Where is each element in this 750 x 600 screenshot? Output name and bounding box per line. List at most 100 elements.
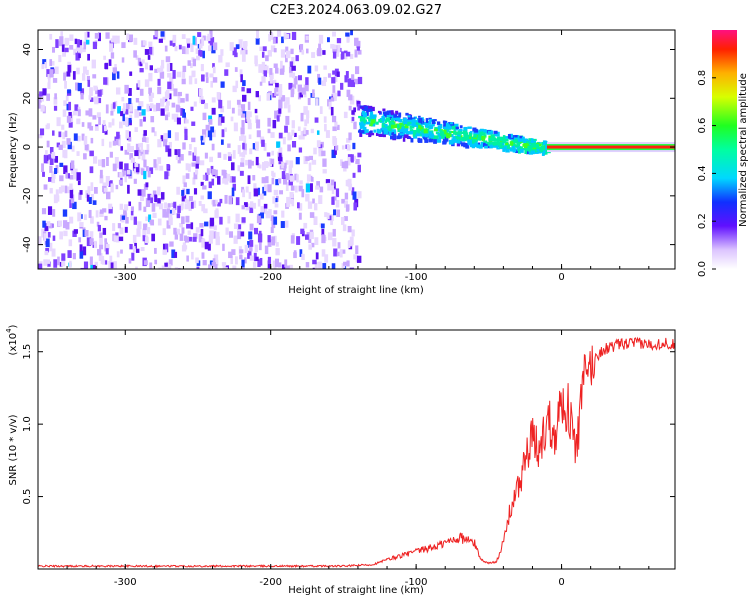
spectrogram-cell xyxy=(195,163,199,169)
spectrogram-cell xyxy=(264,161,269,168)
spectrogram-cell xyxy=(305,234,309,240)
spectrogram-cell xyxy=(270,227,274,234)
spectrogram-cell xyxy=(301,87,306,95)
spectrogram-cell xyxy=(331,149,336,159)
spectrogram-cell xyxy=(197,32,202,38)
spectrogram-cell xyxy=(227,143,231,148)
spectrogram-cell xyxy=(77,45,83,54)
spectrogram-cell xyxy=(445,122,449,127)
spectrogram-cell xyxy=(120,146,124,151)
spectrogram-cell xyxy=(195,227,200,233)
spectrogram-cell xyxy=(397,136,402,139)
spectrogram-cell xyxy=(410,138,414,143)
x-tick-label: -300 xyxy=(114,272,137,283)
spectrogram-cell xyxy=(296,236,301,245)
spectrogram-cell xyxy=(66,138,71,145)
spectrogram-cell xyxy=(231,187,235,197)
spectrogram-cell xyxy=(354,66,360,75)
spectrogram-cell xyxy=(154,131,157,137)
spectrogram-cell xyxy=(81,133,85,141)
spectrogram-cell xyxy=(117,134,121,144)
spectrogram-cell xyxy=(154,163,159,171)
spectrogram-cell xyxy=(265,55,269,62)
spectrogram-cell xyxy=(229,231,234,238)
spectrogram-cell xyxy=(193,101,197,107)
spectrogram-cell xyxy=(423,137,428,141)
spectrogram-cell xyxy=(274,203,279,208)
spectrogram-cell xyxy=(331,188,335,195)
spectrogram-cell xyxy=(356,255,362,263)
spectrogram-cell xyxy=(385,113,391,118)
spectrogram-cell xyxy=(318,195,323,204)
spectrogram-cell xyxy=(141,189,146,197)
spectrogram-cell xyxy=(127,143,131,153)
spectrogram-cell xyxy=(45,150,48,156)
spectrogram-cell xyxy=(541,152,545,156)
spectrogram-cell xyxy=(541,146,545,149)
spectrogram-cell xyxy=(362,119,367,124)
spectrogram-cell xyxy=(142,235,146,242)
spectrogram-cell xyxy=(159,71,165,79)
spectrogram-cell xyxy=(82,246,87,256)
spectrogram-cell xyxy=(348,132,352,141)
spectrogram-cell xyxy=(47,74,51,79)
spectrogram-cell xyxy=(141,154,146,161)
spectrogram-cell xyxy=(139,61,143,67)
spectrogram-cell xyxy=(352,172,356,178)
spectrogram-cell xyxy=(104,238,108,243)
spectrogram-cell xyxy=(405,112,409,116)
spectrogram-cell xyxy=(133,37,138,45)
spectrogram-cell xyxy=(149,262,153,269)
spectrogram-cell xyxy=(268,208,272,216)
spectrogram-cell xyxy=(99,211,104,218)
spectrogram-cell xyxy=(104,62,109,70)
spectrogram-cell xyxy=(55,39,59,48)
spectrogram-cell xyxy=(168,217,173,226)
spectrogram-cell xyxy=(135,143,140,151)
spectrogram-cell xyxy=(85,39,90,45)
spectrogram-cell xyxy=(204,103,209,109)
spectrogram-cell xyxy=(76,118,81,125)
spectrogram-cell xyxy=(157,139,162,148)
spectrogram-cell xyxy=(140,193,145,202)
spectrogram-cell xyxy=(481,132,486,136)
spectrogram-cell xyxy=(192,35,196,45)
spectrogram-cell xyxy=(322,169,327,174)
spectrogram-cell xyxy=(113,261,117,269)
spectrogram-cell xyxy=(217,176,221,185)
spectrogram-cell xyxy=(182,65,187,73)
spectrogram-cell xyxy=(306,115,309,124)
spectrogram-cell xyxy=(114,157,119,164)
spectrogram-cell xyxy=(285,97,290,105)
spectrogram-cell xyxy=(209,230,214,240)
spectrogram-cell xyxy=(233,122,238,132)
spectrogram-cell xyxy=(223,170,227,179)
spectrogram-cell xyxy=(381,115,386,121)
spectrogram-cell xyxy=(309,231,314,240)
spectrogram-cell xyxy=(473,133,477,138)
spectrogram-cell xyxy=(364,129,369,133)
spectrogram-cell xyxy=(119,161,123,170)
spectrogram-cell xyxy=(418,125,422,129)
spectrogram-cell xyxy=(110,38,114,43)
spectrogram-cell xyxy=(110,110,114,116)
spectrogram-cell xyxy=(43,233,47,241)
spectrogram-cell xyxy=(490,134,495,138)
spectrogram-cell xyxy=(145,166,149,172)
spectrogram-cell xyxy=(365,111,369,116)
spectrogram-cell xyxy=(281,36,284,44)
colorbar-gradient xyxy=(712,30,737,269)
spectrogram-cell xyxy=(331,263,336,269)
spectrogram-cell xyxy=(247,250,252,259)
spectrogram-cell xyxy=(164,45,168,52)
spectrogram-cell xyxy=(190,222,194,230)
spectrogram-cell xyxy=(158,267,162,269)
spectrogram-cell xyxy=(168,141,172,148)
spectrogram-cell xyxy=(165,89,170,99)
spectrogram-cell xyxy=(67,141,72,150)
spectrogram-cell xyxy=(267,117,271,127)
spectrogram-cell xyxy=(135,163,140,173)
spectrogram-cell xyxy=(81,73,86,81)
spectrogram-cell xyxy=(134,109,139,118)
spectrogram-cell xyxy=(333,248,338,257)
